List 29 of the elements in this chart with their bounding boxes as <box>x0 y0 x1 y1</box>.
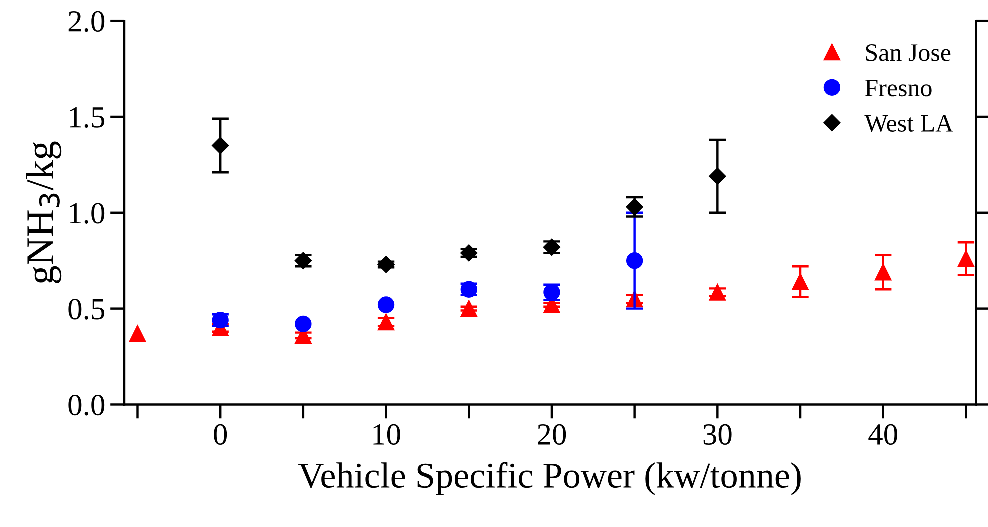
point <box>378 256 395 274</box>
x-tick-label: 20 <box>538 424 566 445</box>
legend-label: San Jose <box>866 44 951 62</box>
legend-label: Fresno <box>865 80 932 97</box>
point <box>460 244 478 262</box>
point <box>129 325 146 342</box>
x-tick-label: 30 <box>704 424 732 445</box>
x-tick-label: 0 <box>214 424 228 445</box>
y-tick-label: 0.0 <box>68 395 105 416</box>
point <box>875 264 892 281</box>
y-tick-label: 2.0 <box>68 11 105 32</box>
x-tick-label: 40 <box>868 424 898 445</box>
y-axis-title: gNH$_{3}$/kg <box>26 142 62 284</box>
y-tick-label: 0.5 <box>68 299 105 320</box>
point <box>958 250 975 268</box>
point <box>792 274 809 290</box>
point <box>460 300 478 318</box>
point <box>378 314 395 331</box>
y-tick-label: 1.0 <box>70 203 105 224</box>
point <box>709 168 726 186</box>
legend-label: West LA <box>864 115 954 132</box>
x-axis-title: Vehicle Specific Power (kw/tonne) <box>298 462 801 496</box>
point <box>709 284 726 301</box>
point <box>295 316 312 332</box>
point <box>212 137 230 154</box>
x-tick-label: 10 <box>374 424 400 445</box>
point <box>378 296 395 314</box>
point <box>626 252 644 270</box>
y-tick-label: 1.5 <box>70 107 105 128</box>
